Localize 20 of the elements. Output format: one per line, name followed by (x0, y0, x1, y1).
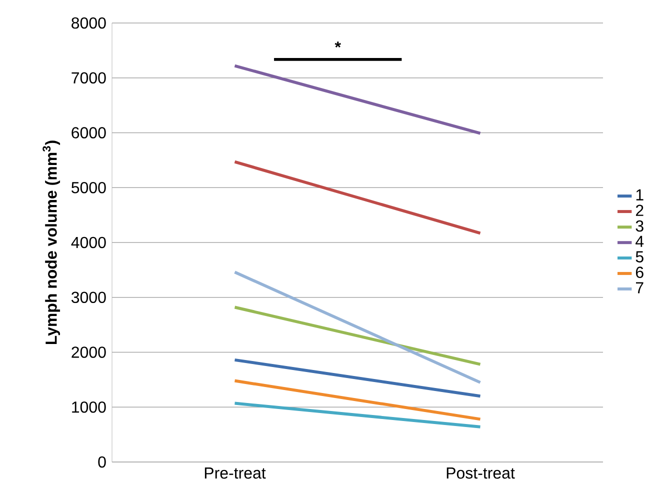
y-tick-label: 1000 (72, 401, 106, 413)
y-tick-label: 7000 (72, 72, 106, 84)
y-tick-label: 5000 (72, 182, 106, 194)
legend-label: 7 (636, 282, 644, 294)
y-axis-title: Lymph node volume (mm$^{3}$) (42, 140, 60, 344)
legend-label: 5 (636, 251, 644, 262)
legend-label: 1 (636, 189, 644, 200)
legend-label: 2 (636, 204, 644, 216)
y-tick-label: 6000 (72, 127, 106, 138)
x-tick-label: Pre-treat (204, 468, 266, 479)
y-tick-label: 4000 (71, 236, 106, 248)
y-tick-label: 8000 (72, 17, 106, 29)
x-tick-label: Post-treat (446, 468, 515, 479)
y-tick-label: 2000 (72, 346, 106, 358)
legend-label: 6 (636, 266, 644, 278)
legend-label: 3 (636, 220, 644, 232)
y-tick-label: 3000 (71, 292, 106, 304)
y-tick-label: 0 (98, 456, 106, 468)
legend-label: 4 (636, 236, 644, 247)
annotation: * (334, 42, 341, 48)
